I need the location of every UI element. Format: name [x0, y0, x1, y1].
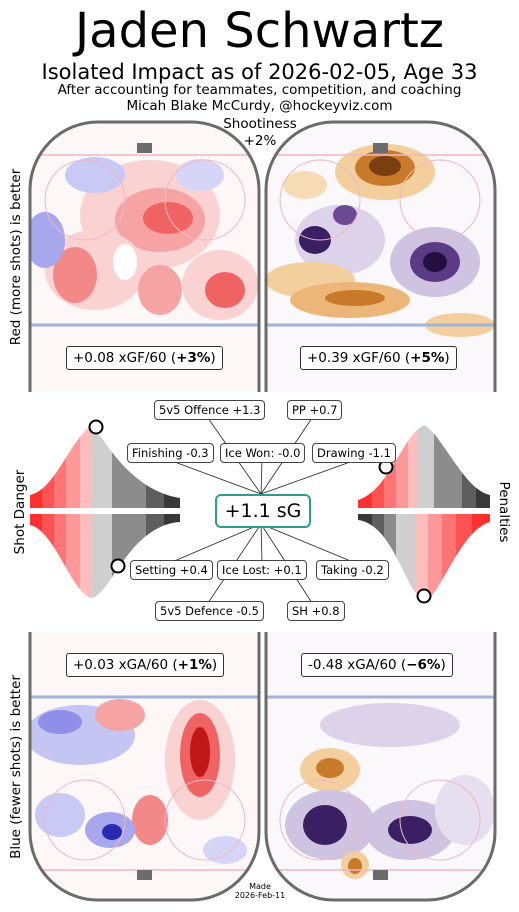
goal-net-icon [373, 143, 388, 153]
heatmap-blobs [266, 144, 495, 337]
shot-danger-label: Shot Danger [12, 469, 28, 555]
component-5v5-offence: 5v5 Offence +1.3 [154, 400, 266, 420]
penalties-label: Penalties [496, 481, 512, 543]
finishing-marker [88, 419, 104, 435]
made-date: 2026-Feb-11 [234, 891, 286, 900]
setting-marker [110, 558, 126, 574]
rink-defence-even [28, 632, 261, 902]
heatmap-blobs [30, 157, 258, 320]
component-5v5-defence: 5v5 Defence -0.5 [155, 601, 264, 621]
made-label: Made [249, 882, 271, 891]
page-title: Jaden Schwartz [75, 3, 444, 59]
component-pp: PP +0.7 [287, 400, 343, 420]
page-subtitle: Isolated Impact as of 2026-02-05, Age 33 [41, 60, 478, 84]
offence-even-label: +0.08 xGF/60 (+3%) [66, 346, 223, 370]
total-sg-value: +1.1 sG [215, 494, 311, 528]
heatmap-blobs [30, 699, 247, 864]
heatmap-blobs [285, 703, 495, 879]
defence-even-label: +0.03 xGA/60 (+1%) [66, 653, 225, 677]
component-drawing: Drawing -1.1 [312, 443, 396, 463]
author-credit: Micah Blake McCurdy, @hockeyviz.com [126, 98, 393, 114]
component-ice-won: Ice Won: -0.0 [220, 443, 306, 463]
adjustment-note: After accounting for teammates, competit… [57, 82, 462, 98]
component-taking: Taking -0.2 [316, 560, 389, 580]
component-finishing: Finishing -0.3 [127, 443, 214, 463]
component-sh: SH +0.8 [287, 601, 345, 621]
offence-pp-label: +0.39 xGF/60 (+5%) [300, 346, 457, 370]
offence-axis-label: Red (more shots) is better [8, 168, 24, 346]
component-ice-lost: Ice Lost: +0.1 [217, 560, 307, 580]
goal-net-icon [373, 870, 388, 880]
defence-axis-label: Blue (fewer shots) is better [8, 675, 24, 859]
goal-net-icon [137, 143, 152, 153]
shootiness-label: Shootiness [223, 116, 297, 132]
component-setting: Setting +0.4 [130, 560, 213, 580]
goal-net-icon [137, 870, 152, 880]
shootiness-value: +2% [243, 133, 277, 149]
made-footer: Made 2026-Feb-11 [225, 882, 295, 900]
taking-marker [416, 588, 432, 604]
defence-pk-label: -0.48 xGA/60 (−6%) [301, 653, 453, 677]
